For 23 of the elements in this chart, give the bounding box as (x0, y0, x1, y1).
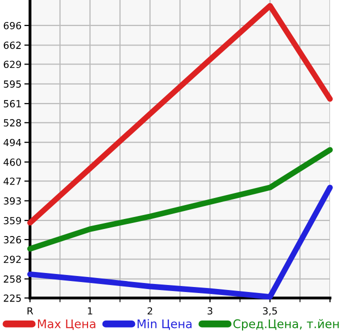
y-tick-label: 595 (4, 80, 21, 88)
y-tick-label: 326 (4, 236, 22, 244)
y-tick-label: 225 (4, 294, 21, 302)
y-tick-label: 393 (4, 197, 21, 205)
y-tick-label: 460 (4, 158, 22, 166)
y-tick-label: 494 (4, 138, 22, 146)
y-tick-label: 561 (4, 100, 21, 108)
y-tick-label: 662 (4, 42, 21, 49)
x-tick-label: 2 (148, 307, 152, 314)
x-tick-label: 3 (208, 307, 212, 315)
y-tick-label: 696 (4, 22, 22, 30)
x-tick-label: 3,5 (263, 307, 277, 316)
y-tick-label: 292 (4, 256, 21, 264)
y-tick-label: 528 (4, 119, 21, 127)
legend-label: Min Цена (138, 319, 192, 330)
y-tick-label: 629 (4, 60, 21, 68)
x-tick-label: 1 (88, 307, 92, 314)
legend-label: Сред.Цена, т.йен (233, 319, 339, 331)
y-tick-label: 359 (4, 216, 21, 224)
y-tick-label: 427 (4, 178, 21, 185)
y-tick-label: 258 (4, 275, 21, 283)
x-tick-label: R (28, 307, 34, 314)
legend-label: Max Цена (38, 319, 96, 330)
